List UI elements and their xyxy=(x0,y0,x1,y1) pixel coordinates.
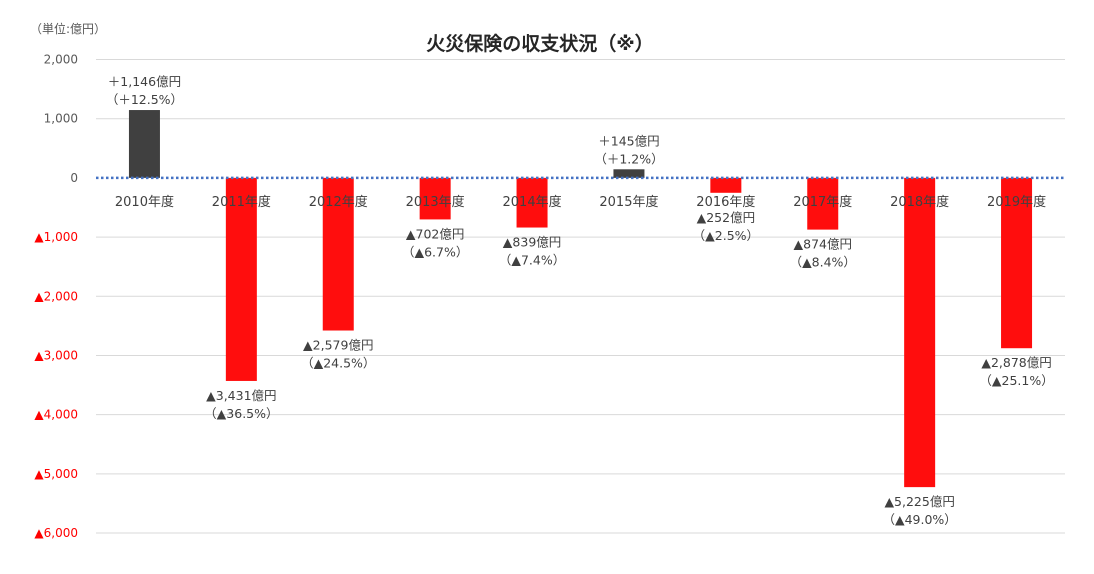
data-label-value: ▲3,431億円 xyxy=(206,388,276,403)
data-label-value: ▲5,225億円 xyxy=(884,494,954,509)
data-label-value: ▲839億円 xyxy=(503,235,561,250)
data-label-percent: （▲36.5%） xyxy=(204,406,278,421)
x-tick-label: 2019年度 xyxy=(987,194,1046,210)
y-tick-label: ▲5,000 xyxy=(34,467,78,481)
data-label-percent: （＋1.2%） xyxy=(594,151,663,166)
data-label-percent: （▲49.0%） xyxy=(882,512,956,527)
x-tick-label: 2017年度 xyxy=(793,194,852,210)
x-tick-label: 2018年度 xyxy=(890,194,949,210)
y-tick-label: ▲4,000 xyxy=(34,408,78,422)
bar xyxy=(128,110,160,178)
bar xyxy=(613,169,645,178)
bar xyxy=(225,177,257,381)
y-tick-label: ▲3,000 xyxy=(34,348,78,362)
y-tick-label: ▲2,000 xyxy=(34,289,78,303)
bar xyxy=(1001,177,1033,349)
bar xyxy=(322,177,354,331)
x-tick-label: 2012年度 xyxy=(309,194,368,210)
data-label-value: ＋1,146億円 xyxy=(108,74,181,89)
data-label-value: ▲2,878億円 xyxy=(981,355,1051,370)
data-label-percent: （＋12.5%） xyxy=(106,92,183,107)
y-tick-label: 0 xyxy=(70,171,78,185)
data-label-value: ▲2,579億円 xyxy=(303,338,373,353)
x-tick-label: 2015年度 xyxy=(599,194,658,210)
data-label-value: ▲252億円 xyxy=(697,210,755,225)
data-label-percent: （▲7.4%） xyxy=(499,253,565,268)
bar xyxy=(516,177,548,228)
unit-label: （単位:億円） xyxy=(30,21,106,36)
data-label-value: ▲702億円 xyxy=(406,226,464,241)
bar xyxy=(807,177,839,230)
y-tick-label: 2,000 xyxy=(44,53,78,67)
x-tick-label: 2011年度 xyxy=(212,194,271,210)
data-label-percent: （▲6.7%） xyxy=(402,244,468,259)
x-tick-label: 2014年度 xyxy=(503,194,562,210)
bar xyxy=(904,177,936,488)
x-tick-label: 2013年度 xyxy=(406,194,465,210)
y-tick-label: ▲1,000 xyxy=(34,230,78,244)
bar xyxy=(710,177,742,193)
x-tick-label: 2016年度 xyxy=(696,194,755,210)
bar xyxy=(419,177,451,220)
data-label-percent: （▲24.5%） xyxy=(301,356,375,371)
y-tick-label: ▲6,000 xyxy=(34,526,78,540)
data-label-value: ▲874億円 xyxy=(794,237,852,252)
y-tick-label: 1,000 xyxy=(44,112,78,126)
data-label-percent: （▲25.1%） xyxy=(979,373,1053,388)
data-label-percent: （▲2.5%） xyxy=(693,228,759,243)
data-label-percent: （▲8.4%） xyxy=(790,255,856,270)
chart-title: 火災保険の収支状況（※） xyxy=(426,32,653,55)
x-tick-label: 2010年度 xyxy=(115,194,174,210)
data-label-value: ＋145億円 xyxy=(598,133,659,148)
